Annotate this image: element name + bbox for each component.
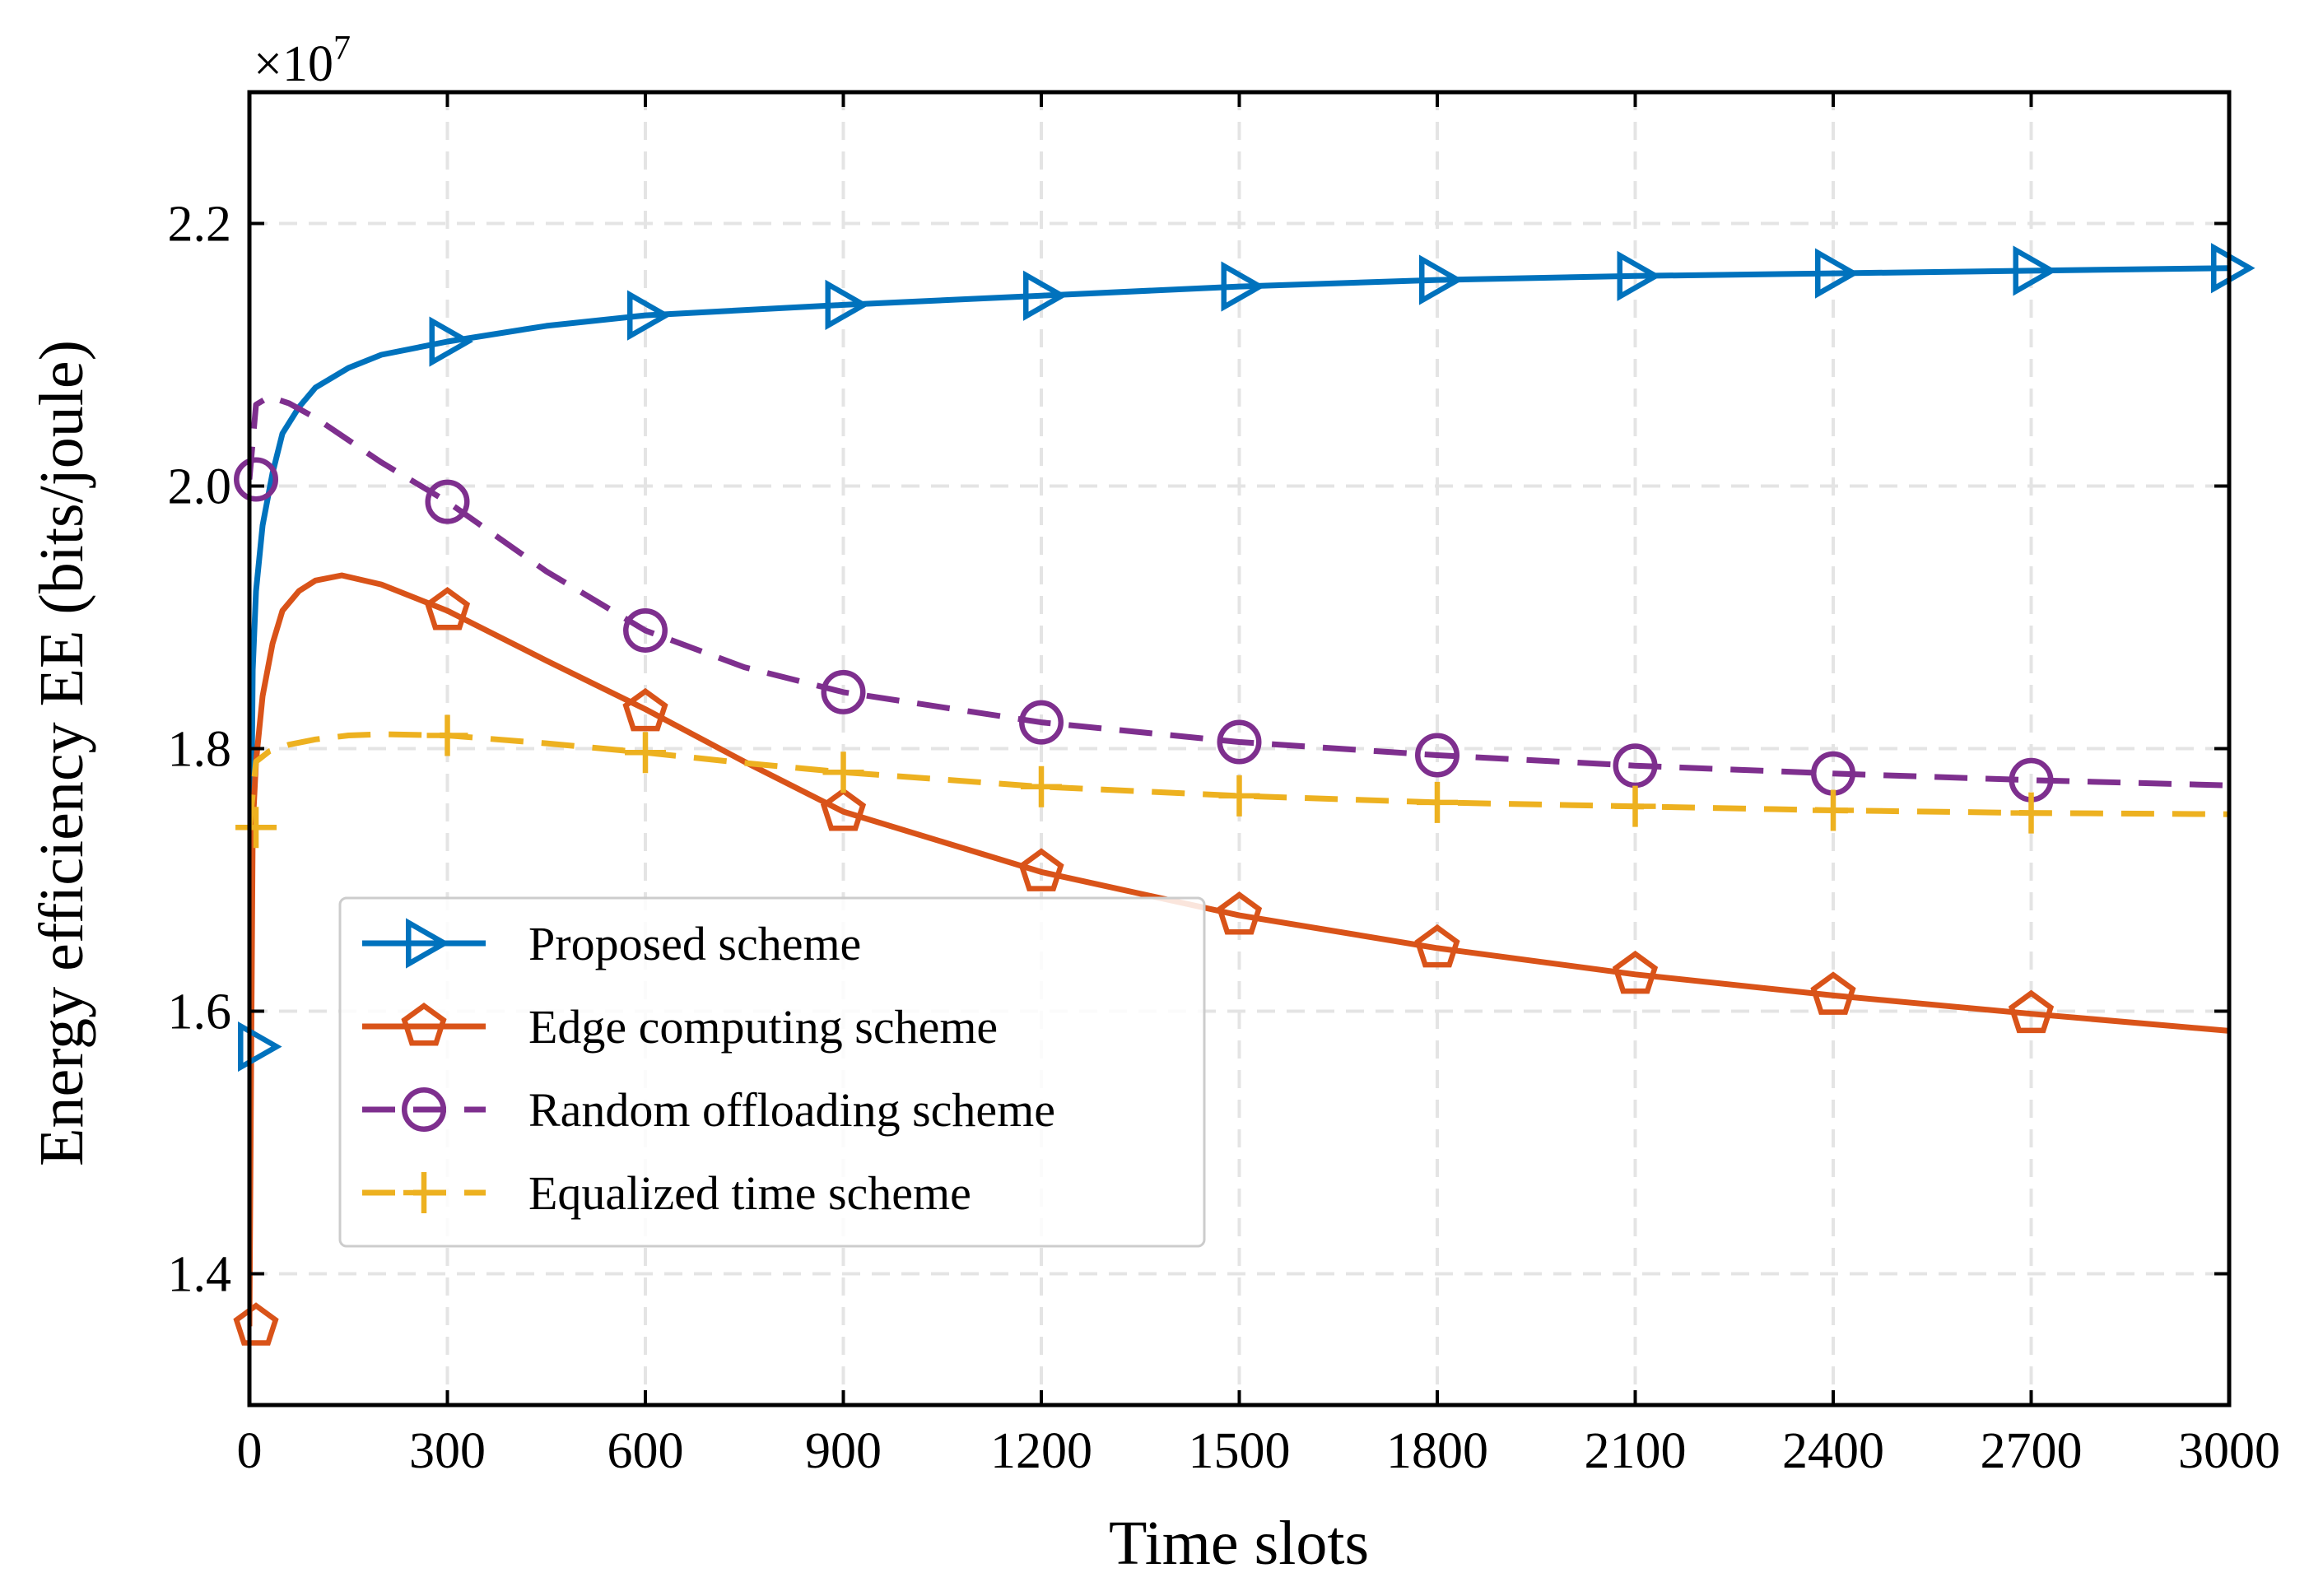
marker-proposed-scheme <box>1023 270 1068 321</box>
legend-marker <box>403 1172 445 1213</box>
marker-edge-computing-scheme <box>1810 971 1856 1015</box>
marker-edge-computing-scheme <box>424 587 471 630</box>
marker-edge-computing-scheme <box>233 1302 279 1346</box>
x-tick-labels: 0 300 600 900 1200 1500 1800 2100 2400 2700 3000 <box>237 1423 2281 1479</box>
marker-random-offloading-scheme <box>821 669 866 714</box>
marker-equalized-time-scheme <box>1218 775 1260 817</box>
legend-label: Equalized time scheme <box>528 1166 971 1220</box>
legend-label: Edge computing scheme <box>528 1000 998 1054</box>
y-tick-label: 1.8 <box>168 722 232 778</box>
legend-item-random-offloading-scheme: Random offloading scheme <box>362 1083 1055 1137</box>
x-tick-label: 3000 <box>2178 1423 2280 1479</box>
marker-proposed-scheme <box>238 1021 282 1073</box>
marker-proposed-scheme <box>1419 254 1464 305</box>
marker-edge-computing-scheme <box>1414 924 1460 968</box>
legend-marker <box>402 1087 446 1132</box>
legend-marker <box>406 918 450 969</box>
y-axis-label: Energy efficiency EE (bits/joule) <box>27 340 96 1166</box>
marker-random-offloading-scheme <box>425 479 470 524</box>
y-tick-label: 2.0 <box>168 459 232 515</box>
x-tick-label: 2400 <box>1782 1423 1884 1479</box>
x-tick-label: 1800 <box>1386 1423 1488 1479</box>
y-scale-factor: ×107 <box>254 30 351 92</box>
legend-box <box>338 896 1206 1248</box>
marker-edge-computing-scheme <box>1612 950 1659 994</box>
marker-equalized-time-scheme <box>235 807 277 849</box>
x-tick-label: 300 <box>409 1423 486 1479</box>
marker-proposed-scheme <box>1221 261 1266 312</box>
marker-random-offloading-scheme <box>1019 700 1064 745</box>
marker-edge-computing-scheme <box>2008 989 2055 1034</box>
marker-proposed-scheme <box>627 290 672 341</box>
x-tick-label: 1500 <box>1189 1423 1291 1479</box>
marker-edge-computing-scheme <box>820 788 867 831</box>
x-tick-label: 600 <box>608 1423 684 1479</box>
legend-item-equalized-time-scheme: Equalized time scheme <box>362 1166 971 1220</box>
marker-proposed-scheme <box>429 316 474 367</box>
x-tick-label: 900 <box>805 1423 882 1479</box>
series-markers <box>233 243 2255 1346</box>
y-tick-label: 1.4 <box>168 1247 232 1303</box>
y-tick-label: 2.2 <box>168 197 232 253</box>
x-axis-label: Time slots <box>1109 1509 1369 1578</box>
marker-equalized-time-scheme <box>1614 785 1656 827</box>
marker-random-offloading-scheme <box>234 457 279 502</box>
marker-random-offloading-scheme <box>1217 719 1262 765</box>
marker-edge-computing-scheme <box>1018 848 1064 891</box>
x-tick-label: 2100 <box>1585 1423 1687 1479</box>
marker-proposed-scheme <box>2211 243 2255 294</box>
marker-proposed-scheme <box>2013 245 2058 296</box>
marker-equalized-time-scheme <box>822 751 864 793</box>
series-line-proposed-scheme <box>249 265 2229 1051</box>
legend-item-proposed-scheme: Proposed scheme <box>362 917 861 970</box>
marker-equalized-time-scheme <box>1021 765 1062 807</box>
legend-label: Proposed scheme <box>528 917 861 970</box>
marker-random-offloading-scheme <box>623 607 668 653</box>
marker-proposed-scheme <box>825 279 870 330</box>
legend: Proposed scheme Edge computing scheme Rand… <box>338 896 1206 1248</box>
y-tick-labels: 1.4 1.6 1.8 2.0 2.2 <box>168 197 232 1303</box>
x-tick-label: 1200 <box>990 1423 1092 1479</box>
axis-ticks <box>248 92 2231 1405</box>
y-tick-label: 1.6 <box>168 984 232 1040</box>
marker-equalized-time-scheme <box>426 714 468 756</box>
series-line-edge-computing-scheme <box>249 572 2229 1327</box>
x-tick-label: 2700 <box>1981 1423 2083 1479</box>
marker-edge-computing-scheme <box>1216 891 1263 935</box>
marker-proposed-scheme <box>1815 248 1860 299</box>
marker-equalized-time-scheme <box>625 732 666 774</box>
marker-proposed-scheme <box>1617 250 1662 301</box>
legend-marker <box>401 1002 447 1046</box>
marker-equalized-time-scheme <box>1813 789 1854 831</box>
marker-random-offloading-scheme <box>1613 743 1658 789</box>
legend-label: Random offloading scheme <box>528 1083 1055 1137</box>
plot-area <box>233 243 2255 1346</box>
marker-equalized-time-scheme <box>1417 781 1458 823</box>
legend-item-edge-computing-scheme: Edge computing scheme <box>362 1000 998 1054</box>
marker-random-offloading-scheme <box>1415 733 1459 778</box>
series-line-random-offloading-scheme <box>249 393 2229 789</box>
marker-equalized-time-scheme <box>2010 792 2052 834</box>
marker-edge-computing-scheme <box>622 687 668 732</box>
x-tick-label: 0 <box>237 1423 263 1479</box>
